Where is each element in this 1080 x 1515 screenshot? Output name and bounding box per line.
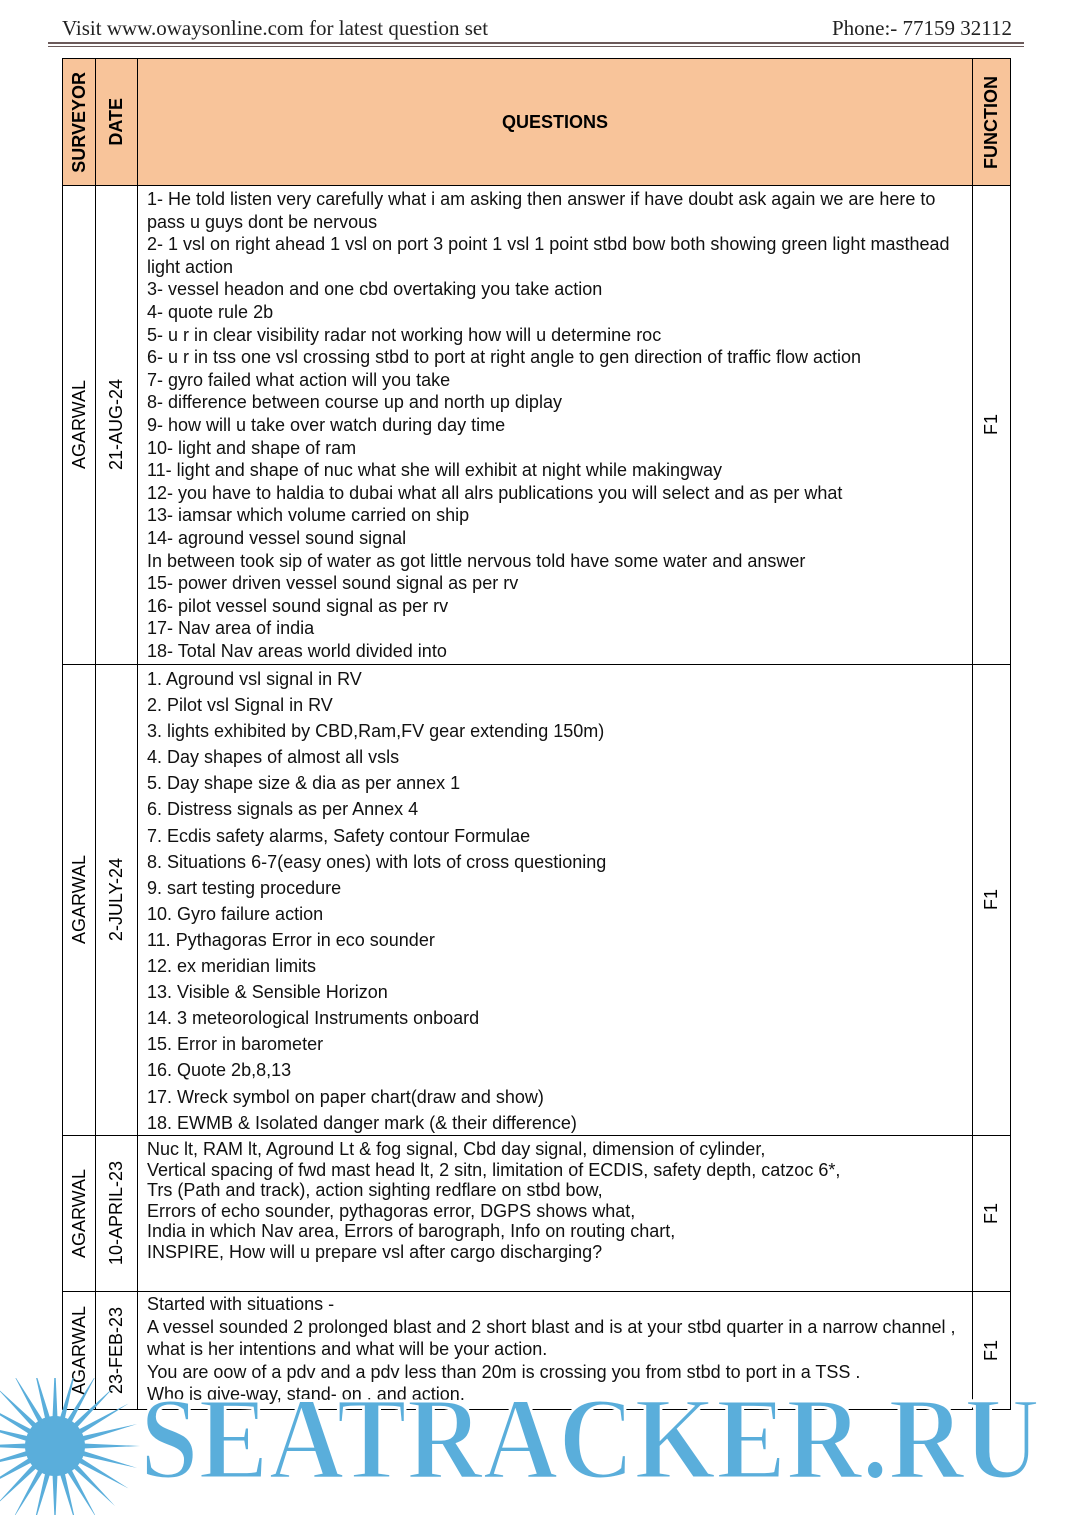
header-right: Phone:- 77159 32112 (831, 16, 1012, 40)
header-left: Visit www.owaysonline.com for latest que… (62, 16, 489, 40)
question: In between took sip of water as got litt… (147, 550, 806, 571)
questions: Nuc lt, RAM lt, Aground Lt & fog signal,… (147, 1137, 964, 1291)
cell: F1 (972, 1291, 1011, 1410)
questions-cell: Started with situations -A vessel sounde… (137, 1291, 973, 1410)
table-row: AGARWAL 21-AUG-24 1- He told listen very c… (62, 185, 1011, 665)
col-header: QUESTIONS (137, 58, 973, 186)
question: 2. Pilot vsl Signal in RV (147, 695, 333, 716)
question: 6- u r in tss one vsl crossing stbd to p… (147, 347, 862, 368)
question: You are oow of a pdv and a pdv less than… (147, 1361, 861, 1382)
questions: Started with situations -A vessel sounde… (147, 1293, 964, 1409)
cell: AGARWAL (62, 664, 96, 1136)
function: F1 (981, 1339, 1001, 1361)
question: 7- gyro failed what action will you take (147, 369, 451, 390)
question: 9. sart testing procedure (147, 877, 342, 898)
questions-cell: 1. Aground vsl signal in RV 2. Pilot vsl … (137, 664, 973, 1136)
surveyor: AGARWAL (68, 855, 89, 945)
question: 6. Distress signals as per Annex 4 (147, 799, 419, 820)
question: 16- pilot vessel sound signal as per rv (147, 595, 449, 616)
cell: AGARWAL (62, 1291, 96, 1410)
questions: 1. Aground vsl signal in RV 2. Pilot vsl … (147, 666, 964, 1135)
question: 1- He told listen very carefully what i … (147, 189, 936, 232)
question: 5- u r in clear visibility radar not wor… (147, 324, 662, 345)
table-row: AGARWAL 10-APRIL-23 Nuc lt, RAM lt, Agroun… (62, 1135, 1011, 1292)
cell: 23-FEB-23 (95, 1291, 138, 1410)
question: 11. Pythagoras Error in eco sounder (147, 929, 435, 950)
logo-text: SEATRACKER.RU (140, 1378, 1040, 1504)
question: 14- aground vessel sound signal (147, 527, 407, 548)
question-table: SURVEYOR DATE QUESTIONS FUNCTION AGARWAL… (62, 58, 1011, 1410)
question: 5. Day shape size & dia as per annex 1 (147, 773, 461, 794)
question: 18. EWMB & Isolated danger mark (& their… (147, 1112, 577, 1133)
question: 15. Error in barometer (147, 1034, 324, 1055)
cell: 2-JULY-24 (95, 664, 138, 1136)
surveyor: AGARWAL (68, 1168, 89, 1259)
question: A vessel sounded 2 prolonged blast and 2… (147, 1316, 956, 1360)
date: 2-JULY-24 (106, 858, 126, 942)
question: Trs (Path and track), action sighting re… (147, 1180, 603, 1201)
table-row: AGARWAL 23-FEB-23 Started with situations … (62, 1291, 1011, 1410)
question: 3. lights exhibited by CBD,Ram,FV gear e… (147, 721, 605, 742)
question: Started with situations - (147, 1294, 335, 1314)
function: F1 (981, 414, 1001, 436)
col-header: SURVEYOR (68, 71, 89, 173)
cell: F1 (972, 185, 1011, 665)
table-row: AGARWAL 2-JULY-24 1. Aground vsl signal in… (62, 664, 1011, 1136)
question: Errors of echo sounder, pythagoras error… (147, 1200, 636, 1221)
question: 17- Nav area of india (147, 618, 315, 639)
question: 9- how will u take over watch during day… (147, 414, 506, 435)
logo: SEATRACKER.RU (0, 1378, 1042, 1515)
question: 1. Aground vsl signal in RV (147, 669, 362, 689)
question: Vertical spacing of fwd mast head lt, 2 … (147, 1159, 841, 1180)
surveyor: AGARWAL (68, 380, 89, 470)
question: 13- iamsar which volume carried on ship (147, 505, 470, 526)
col-header: DATE (106, 98, 126, 146)
questions-cell: Nuc lt, RAM lt, Aground Lt & fog signal,… (137, 1135, 973, 1292)
cell: AGARWAL (62, 185, 96, 665)
question: 4. Day shapes of almost all vsls (147, 747, 400, 768)
question: 17. Wreck symbol on paper chart(draw and… (147, 1086, 544, 1107)
question: Nuc lt, RAM lt, Aground Lt & fog signal,… (147, 1139, 766, 1159)
question: 10. Gyro failure action (147, 903, 324, 924)
function: F1 (981, 889, 1001, 911)
cell: F1 (972, 1135, 1011, 1292)
cell: 10-APRIL-23 (95, 1135, 138, 1292)
question: 3- vessel headon and one cbd overtaking … (147, 279, 603, 300)
questions-cell: 1- He told listen very carefully what i … (137, 185, 973, 665)
questions: 1- He told listen very carefully what i … (147, 187, 964, 664)
question: India in which Nav area, Errors of barog… (147, 1221, 676, 1242)
question: 13. Visible & Sensible Horizon (147, 982, 388, 1003)
col-header: FUNCTION (981, 75, 1001, 169)
question: 14. 3 meteorological Instruments onboard (147, 1008, 480, 1029)
question: 15- power driven vessel sound signal as … (147, 573, 519, 594)
question: 11- light and shape of nuc what she will… (147, 460, 722, 481)
question: 8. Situations 6-7(easy ones) with lots o… (147, 851, 607, 872)
question: 8- difference between course up and nort… (147, 392, 562, 413)
date: 10-APRIL-23 (106, 1161, 126, 1266)
question: 12. ex meridian limits (147, 956, 317, 977)
question: 16. Quote 2b,8,13 (147, 1060, 292, 1081)
question: 12- you have to haldia to dubai what all… (147, 482, 843, 503)
question: 4- quote rule 2b (147, 301, 274, 322)
question: 7. Ecdis safety alarms, Safety contour F… (147, 825, 531, 846)
cell: AGARWAL (62, 1135, 96, 1292)
cell: F1 (972, 664, 1011, 1136)
cell: 21-AUG-24 (95, 185, 138, 665)
question: INSPIRE, How will u prepare vsl after ca… (147, 1241, 603, 1262)
date: 21-AUG-24 (106, 379, 126, 471)
question: 18- Total Nav areas world divided into (147, 640, 447, 661)
question: 10- light and shape of ram (147, 437, 357, 458)
rule (48, 46, 1024, 47)
question: Who is give-way, stand- on , and action. (147, 1384, 465, 1405)
question: 2- 1 vsl on right ahead 1 vsl on port 3 … (147, 234, 950, 277)
rule (48, 42, 1024, 44)
function: F1 (981, 1202, 1001, 1224)
logo-sun (0, 1378, 140, 1515)
